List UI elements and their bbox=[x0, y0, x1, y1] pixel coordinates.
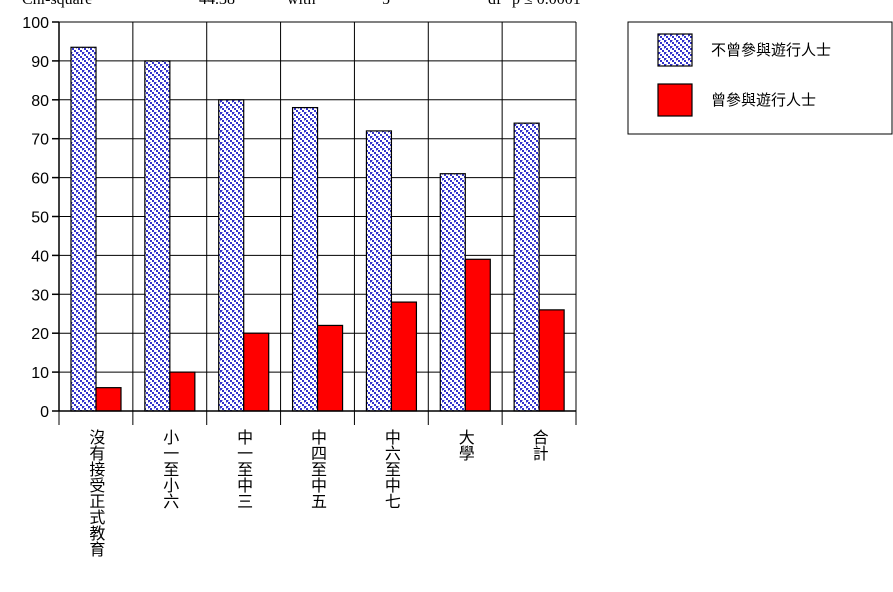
x-category-label-7: 合計 bbox=[530, 429, 549, 461]
y-tick-label-10: 10 bbox=[31, 365, 49, 382]
stat-label-with: with bbox=[287, 0, 315, 9]
x-category-label-3: 中一至中三 bbox=[234, 429, 253, 509]
y-tick-label-60: 60 bbox=[31, 171, 49, 188]
y-tick-label-90: 90 bbox=[31, 54, 49, 71]
y-tick-label-20: 20 bbox=[31, 326, 49, 343]
bar-s2-c3 bbox=[243, 332, 270, 412]
stat-label-chi-square: Chi-square bbox=[22, 0, 92, 9]
bar-s2-c2 bbox=[169, 371, 196, 412]
bar-s2-c1 bbox=[95, 387, 122, 412]
y-tick-label-100: 100 bbox=[22, 15, 49, 32]
x-category-label-5: 中六至中七 bbox=[382, 429, 401, 509]
stat-label-df: df bbox=[488, 0, 501, 9]
bar-s2-c6 bbox=[464, 258, 491, 412]
bar-s1-c7 bbox=[513, 122, 540, 412]
x-category-label-2: 小一至小六 bbox=[160, 429, 179, 509]
legend-label-2: 曾參與遊行人士 bbox=[711, 91, 816, 109]
legend-swatch-1 bbox=[657, 33, 693, 67]
bar-s1-c6 bbox=[439, 173, 466, 412]
labels-layer: 0 10 20 30 40 50 60 70 80 90 100 沒有接受正式教育 小一至小六 中一至中三… bbox=[22, 15, 548, 558]
y-tick-label-80: 80 bbox=[31, 93, 49, 110]
y-tick-label-50: 50 bbox=[31, 210, 49, 227]
x-category-label-1: 沒有接受正式教育 bbox=[86, 429, 105, 558]
bar-s2-c4 bbox=[316, 324, 344, 412]
stat-value-p: p ≤ 0.0001 bbox=[512, 0, 581, 9]
bar-s1-c3 bbox=[218, 99, 245, 412]
bar-s2-c5 bbox=[390, 301, 418, 412]
x-category-label-4: 中四至中五 bbox=[308, 429, 327, 509]
legend-swatch-2 bbox=[657, 83, 693, 117]
y-tick-label-0: 0 bbox=[40, 404, 49, 421]
y-tick-label-30: 30 bbox=[31, 287, 49, 304]
y-tick-label-40: 40 bbox=[31, 248, 49, 265]
bar-s2-c7 bbox=[538, 309, 565, 412]
legend-label-1: 不曾參與遊行人士 bbox=[711, 41, 831, 59]
bar-s1-c2 bbox=[144, 60, 171, 412]
bar-s1-c5 bbox=[365, 130, 393, 412]
bars-layer bbox=[70, 46, 565, 412]
x-category-label-6: 大學 bbox=[456, 429, 475, 462]
bar-s1-c4 bbox=[291, 106, 319, 412]
stat-value-df: 5 bbox=[382, 0, 390, 9]
bar-s1-c1 bbox=[70, 46, 97, 412]
axis-layer bbox=[52, 21, 577, 425]
stat-value-chi-square: 44.38 bbox=[199, 0, 235, 9]
y-tick-label-70: 70 bbox=[31, 132, 49, 149]
